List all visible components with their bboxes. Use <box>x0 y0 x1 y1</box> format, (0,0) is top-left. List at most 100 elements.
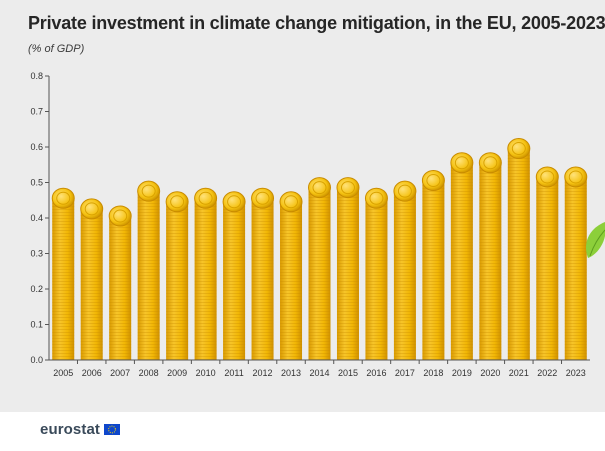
chart-subtitle: (% of GDP) <box>28 43 85 55</box>
bar-2020 <box>478 152 502 360</box>
bar-coin-stripes <box>280 203 303 360</box>
bar-2018 <box>421 170 445 360</box>
x-tick-label: 2022 <box>537 368 557 378</box>
coin-inner-ring <box>568 170 583 184</box>
bar-coin-stripes <box>507 150 530 360</box>
bar-coin-stripes <box>166 203 189 360</box>
y-tick-label: 0.5 <box>30 178 43 188</box>
coin-top-icon <box>564 166 588 188</box>
coin-top-icon <box>80 198 104 220</box>
coin-top-icon <box>165 191 189 213</box>
bar-2017 <box>393 180 417 360</box>
bar-coin-stripes <box>223 203 246 360</box>
coin-top-icon <box>137 180 161 202</box>
coin-top-icon <box>108 205 132 227</box>
bar-coin-stripes <box>479 164 502 360</box>
bar-coin-stripes <box>80 210 103 360</box>
eu-flag-icon <box>103 424 120 435</box>
x-tick-label: 2018 <box>423 368 443 378</box>
bar-2023 <box>564 166 588 360</box>
coin-top-icon <box>279 191 303 213</box>
coin-top-icon <box>393 180 417 202</box>
bar-2006 <box>80 198 104 360</box>
y-tick-label: 0.1 <box>30 320 43 330</box>
bar-coin-stripes <box>251 200 274 360</box>
bar-coin-stripes <box>109 218 132 360</box>
x-tick-label: 2006 <box>82 368 102 378</box>
bar-coin-stripes <box>536 178 559 360</box>
coin-inner-ring <box>56 191 71 205</box>
y-tick-label: 0.4 <box>30 213 43 223</box>
bar-2021 <box>507 138 531 360</box>
bar-coin-stripes <box>564 178 587 360</box>
coin-inner-ring <box>255 191 270 205</box>
coin-inner-ring <box>483 156 498 170</box>
bar-2009 <box>165 191 189 360</box>
coin-top-icon <box>421 170 445 191</box>
bar-2016 <box>364 187 388 360</box>
x-axis: 2005 2006 2007 2008 2009 2010 2011 2012 2013 2014… <box>49 359 590 378</box>
bar-coin-stripes <box>137 193 160 360</box>
x-tick-label: 2012 <box>253 368 273 378</box>
coin-top-icon <box>222 191 246 213</box>
coin-inner-ring <box>198 191 213 205</box>
coin-top-icon <box>450 152 474 174</box>
x-tick-label: 2017 <box>395 368 415 378</box>
x-tick-label: 2023 <box>566 368 586 378</box>
coin-inner-ring <box>170 195 185 209</box>
bar-2010 <box>194 187 218 360</box>
x-tick-label: 2007 <box>110 368 130 378</box>
coin-top-icon <box>308 177 331 199</box>
bar-2008 <box>137 180 161 360</box>
coin-inner-ring <box>84 202 99 216</box>
x-tick-label: 2016 <box>366 368 386 378</box>
eurostat-logo: eurostat <box>40 421 120 438</box>
coin-top-icon <box>535 166 559 188</box>
bar-coin-stripes <box>52 200 75 360</box>
coin-inner-ring <box>284 195 299 209</box>
bar-2019 <box>450 152 474 360</box>
x-tick-label: 2015 <box>338 368 358 378</box>
coin-inner-ring <box>426 174 441 187</box>
x-tick-label: 2005 <box>53 368 73 378</box>
y-tick-label: 0.7 <box>30 107 43 117</box>
coin-top-icon <box>478 152 502 174</box>
bar-coin-stripes <box>393 193 416 360</box>
bar-coin-stripes <box>194 200 217 360</box>
bar-coin-stripes <box>365 200 388 360</box>
bar-2014 <box>308 177 331 360</box>
x-tick-label: 2011 <box>224 368 243 378</box>
x-tick-label: 2019 <box>452 368 472 378</box>
bar-2022 <box>535 166 559 360</box>
y-tick-label: 0.6 <box>30 142 43 152</box>
bar-series <box>51 138 588 360</box>
logo-text: eurostat <box>40 421 100 438</box>
bar-coin-stripes <box>336 189 359 360</box>
bar-2012 <box>251 187 275 360</box>
y-tick-label: 0.3 <box>30 249 43 259</box>
chart-title: Private investment in climate change mit… <box>28 13 605 33</box>
coin-top-icon <box>251 187 275 209</box>
leaf-decoration-icon <box>585 222 605 258</box>
coin-top-icon <box>507 138 531 160</box>
bar-2005 <box>51 187 75 360</box>
coin-top-icon <box>194 187 218 209</box>
coin-top-icon <box>51 187 75 209</box>
bar-2015 <box>336 177 360 360</box>
bar-2011 <box>222 191 246 360</box>
x-tick-label: 2014 <box>309 368 329 378</box>
bar-chart: 0.0 0.1 0.2 0.3 0.4 0.5 0.6 0.7 0.8 2005 2006 2007… <box>30 71 605 378</box>
coin-top-icon <box>364 187 388 209</box>
bar-coin-stripes <box>450 164 473 360</box>
coin-inner-ring <box>511 142 526 156</box>
x-tick-label: 2013 <box>281 368 301 378</box>
coin-inner-ring <box>340 181 355 195</box>
coin-inner-ring <box>113 209 128 223</box>
coin-inner-ring <box>227 195 242 209</box>
bar-coin-stripes <box>422 182 445 360</box>
bar-coin-stripes <box>308 189 331 360</box>
coin-inner-ring <box>540 170 555 184</box>
bar-2007 <box>108 205 132 360</box>
coin-inner-ring <box>312 181 327 195</box>
coin-inner-ring <box>397 184 412 198</box>
